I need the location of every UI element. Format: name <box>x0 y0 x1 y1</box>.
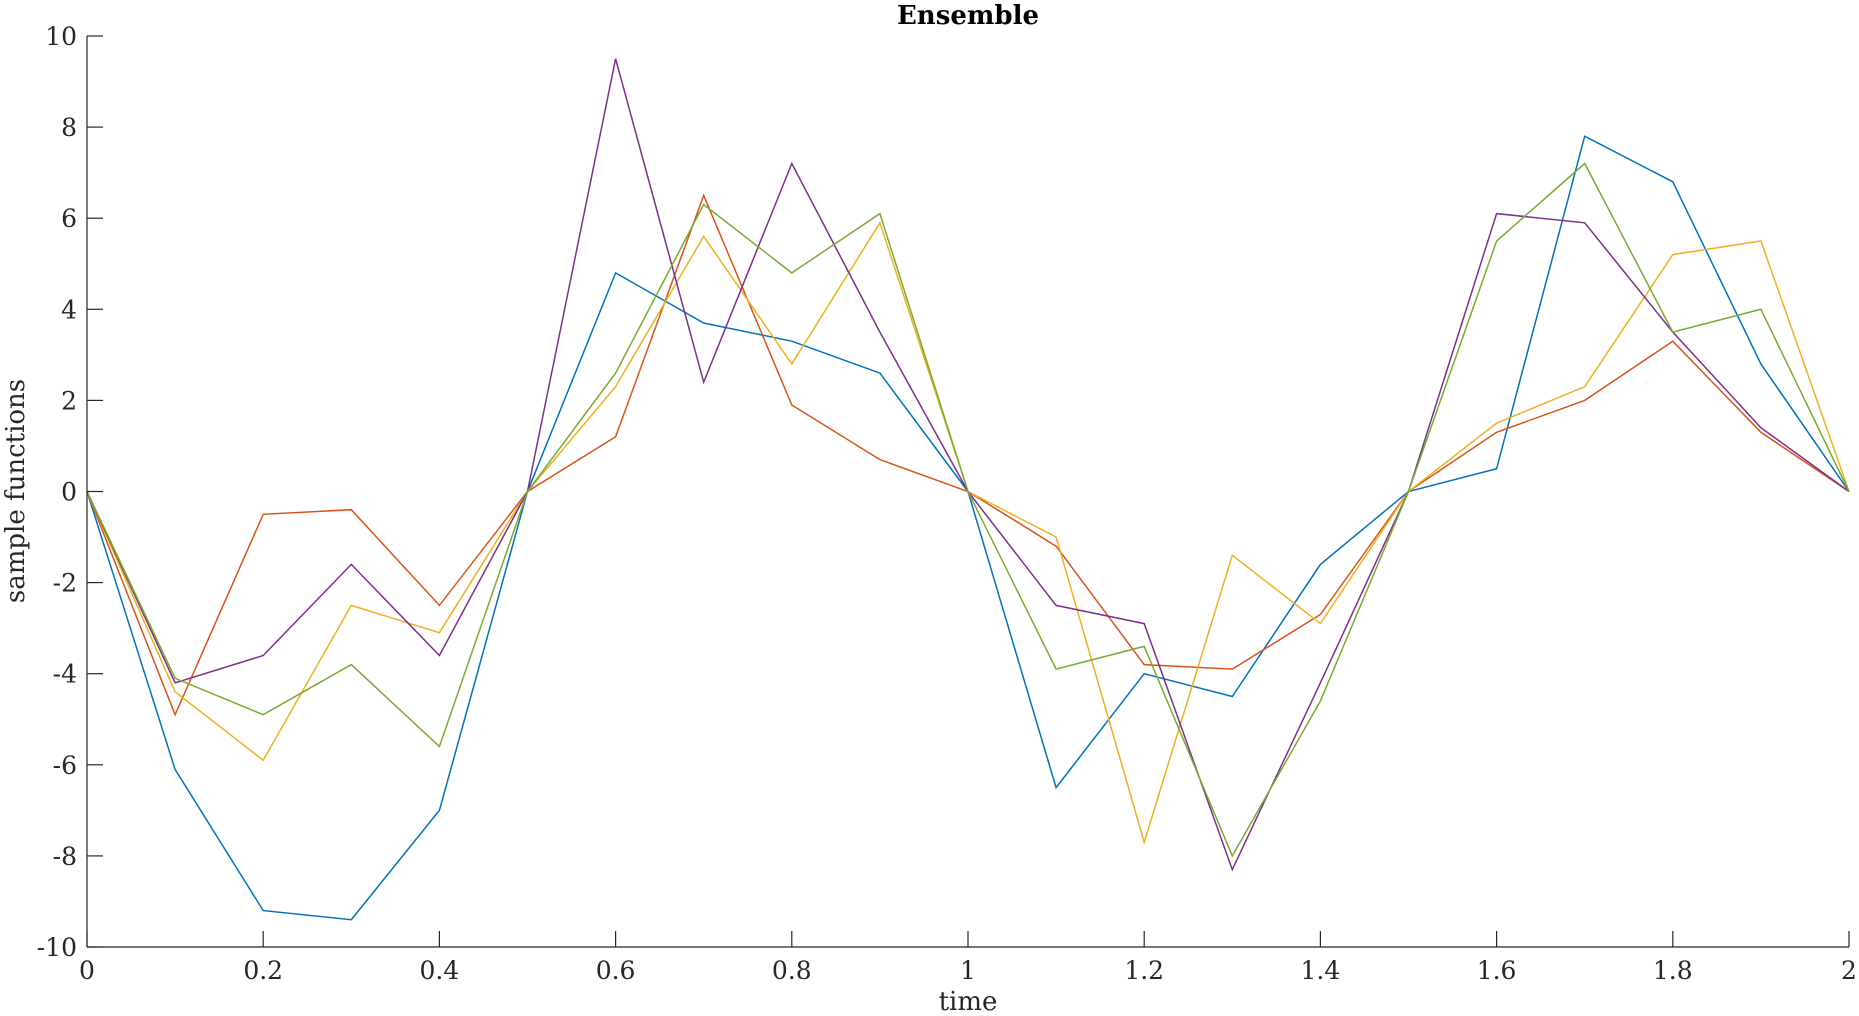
y-tick-label: 8 <box>61 113 77 142</box>
y-tick-label: -8 <box>53 842 77 871</box>
series-group <box>86 58 1850 921</box>
y-tick-label: -2 <box>53 569 77 598</box>
x-tick-label: 1.4 <box>1301 956 1341 985</box>
axes: 0 0.2 0.4 0.6 0.8 1 1.2 1.4 1.6 1.8 2 -10 -8 -6 -4 -2 0… <box>37 22 1857 985</box>
x-tick-label: 0.6 <box>596 956 636 985</box>
series-line-3 <box>86 221 1850 845</box>
x-tick-label: 1.8 <box>1653 956 1693 985</box>
x-axis-label: time <box>939 987 998 1016</box>
y-tick-label: -4 <box>53 660 77 689</box>
series-line-5 <box>86 162 1850 858</box>
x-tick-label: 0.4 <box>420 956 460 985</box>
y-axis-label: sample functions <box>1 379 31 603</box>
y-tick-label: -6 <box>53 751 77 780</box>
series-line-2 <box>86 193 1850 717</box>
y-tick-label: -10 <box>37 933 77 962</box>
x-tick-label: 0 <box>79 956 95 985</box>
y-ticks: -10 -8 -6 -4 -2 0 2 4 6 8 10 <box>37 22 103 962</box>
x-ticks: 0 0.2 0.4 0.6 0.8 1 1.2 1.4 1.6 1.8 2 <box>79 931 1857 985</box>
series-line-4 <box>86 58 1850 872</box>
x-tick-label: 1.6 <box>1477 956 1517 985</box>
y-tick-label: 0 <box>61 478 77 507</box>
y-tick-label: 2 <box>61 386 77 415</box>
x-tick-label: 0.2 <box>243 956 283 985</box>
x-tick-label: 1.2 <box>1124 956 1164 985</box>
x-tick-label: 0.8 <box>772 956 812 985</box>
y-tick-label: 4 <box>61 295 77 324</box>
chart-title: Ensemble <box>897 1 1039 31</box>
x-tick-label: 2 <box>1841 956 1857 985</box>
x-tick-label: 1 <box>960 956 976 985</box>
y-tick-label: 10 <box>45 22 77 51</box>
series-line-1 <box>86 135 1850 921</box>
y-tick-label: 6 <box>61 204 77 233</box>
